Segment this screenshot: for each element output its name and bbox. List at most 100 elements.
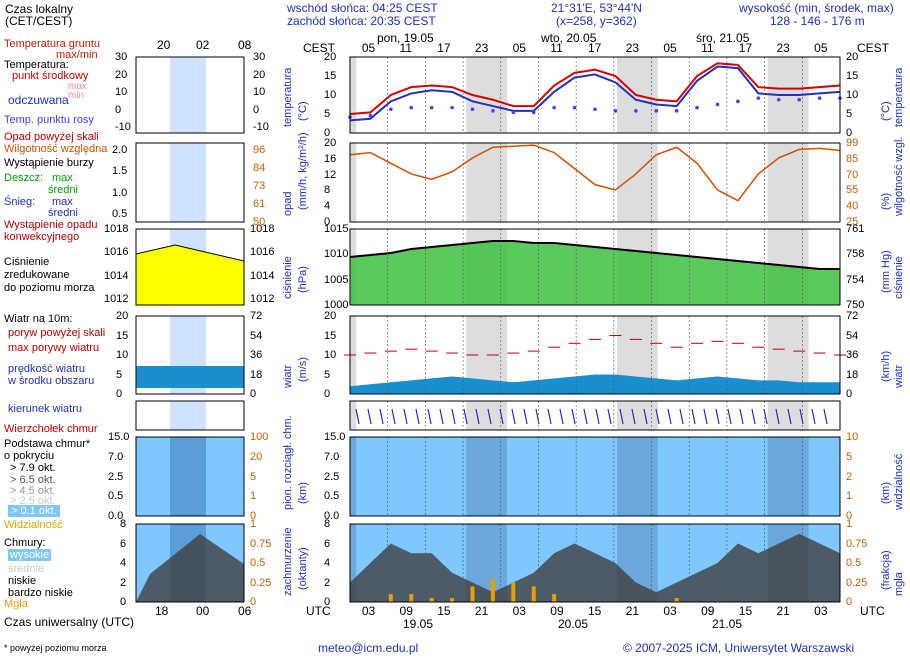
cest-label-left: CEST (303, 41, 336, 55)
legend-gust-above: poryw powyżej skali (8, 327, 106, 339)
utc-tick: 00 (196, 604, 210, 618)
tick-right-cloudbase: 0 (846, 510, 853, 522)
legend-cloud-base2: o pokryciu (4, 450, 55, 462)
dew-point (491, 109, 495, 113)
ltick: 0 (250, 596, 257, 608)
wind-arrow (619, 408, 624, 425)
legend-okt79: > 7.9 okt. (10, 462, 56, 474)
legend-mid: średnie (8, 563, 45, 575)
ltick: 1 (250, 490, 257, 503)
hour-bottom: 09 (701, 604, 715, 618)
tick-right-wind: 18 (846, 368, 859, 381)
tick-right-pressure: 758 (846, 248, 865, 261)
email-link[interactable]: meteo@icm.edu.pl (318, 641, 419, 655)
legend-wind-dir: kierunek wiatru (8, 403, 82, 415)
hour-top: 23 (474, 41, 489, 55)
hour-bottom: 15 (588, 604, 602, 618)
tick-left-wind: 15 (324, 329, 337, 342)
tick-left-cloudbase: 0.5 (324, 490, 340, 503)
night-band (616, 437, 658, 516)
legend-wind10: Wiatr na 10m: (4, 313, 73, 325)
tick-left-pressure: 1010 (324, 248, 349, 261)
night-band (350, 57, 357, 133)
legend-panel-border (135, 315, 245, 395)
ltick: 0.25 (250, 576, 272, 589)
legend-press1: Ciśnienie (4, 256, 50, 268)
ltick: 72 (250, 310, 263, 322)
wind-arrow (367, 408, 372, 425)
hour-bottom: 15 (738, 604, 753, 618)
wind-arrow (499, 408, 504, 425)
feels_like-line (349, 65, 841, 122)
legend-panel-border (135, 436, 245, 517)
ltick: 15 (116, 329, 129, 342)
wind-arrow (391, 408, 396, 425)
night-band (350, 401, 357, 430)
dew-point (776, 97, 781, 102)
ltick: 0.75 (250, 537, 272, 550)
ltick: 1018 (104, 223, 129, 235)
ylabel-cloudbase: pion. rozciągł. chm. (282, 415, 294, 510)
unit-right-wind: (km/h) (880, 350, 892, 382)
ylabel-wind: wiatr (282, 364, 294, 388)
ltick: 1.5 (112, 165, 128, 178)
panel-border-cloud (349, 523, 841, 603)
ltick: 1018 (250, 223, 275, 235)
dew-point (736, 99, 740, 104)
fog-bar (511, 582, 516, 602)
tick-left-cloud: 6 (324, 537, 331, 550)
night-band (466, 401, 508, 430)
fog-bar (531, 586, 536, 602)
utc-tick: 06 (238, 604, 252, 618)
tick-left-precip: 16 (324, 152, 337, 165)
fog-bar (388, 594, 393, 602)
legend-panel-shade (170, 143, 206, 222)
tick-right-wind: 36 (846, 349, 859, 361)
ylabel-right-pressure: ciśnienie (893, 256, 905, 299)
tick-right-cloud: 0.5 (846, 557, 862, 569)
ltick: 30 (253, 51, 266, 63)
ltick: 0 (253, 103, 260, 116)
unit-right-cloudbase: (km) (880, 482, 892, 504)
night-band (767, 143, 809, 222)
tick-right-pressure: 754 (846, 273, 865, 286)
ltick: 0.0 (108, 510, 124, 522)
dew-point (470, 107, 475, 112)
local-tick: 02 (196, 38, 210, 52)
dew-point (409, 105, 414, 110)
legend-temp-min: min (68, 90, 85, 101)
tick-right-cloudbase: 10 (846, 431, 859, 443)
ltick: 0 (116, 388, 123, 400)
tick-left-wind: 20 (324, 310, 337, 322)
utc-tick: 18 (155, 604, 169, 618)
legend-wind10-b: 10m: (48, 313, 73, 325)
ltick: -10 (115, 121, 131, 133)
hour-bottom: 09 (399, 604, 413, 618)
wind-arrow (751, 408, 756, 425)
night-band (616, 143, 658, 222)
hour-bottom: 03 (663, 604, 677, 618)
ltick: 0 (250, 388, 257, 400)
tick-right-temp: 15 (846, 70, 859, 82)
wind-arrow (487, 408, 492, 425)
unit-right-pressure: (mm Hg) (880, 250, 892, 293)
legend-vlow: bardzo niskie (8, 587, 73, 599)
fog-bar (674, 598, 679, 602)
wind-arrow (439, 408, 444, 425)
night-band (466, 143, 508, 222)
legend-panel-border (135, 400, 245, 431)
fog-bar (490, 578, 495, 602)
sunset: zachód słońca: 20:35 CEST (287, 14, 436, 28)
hour-top: 05 (814, 41, 828, 55)
tick-right-cloudbase: 2 (846, 470, 853, 483)
utc-time-label: Czas uniwersalny (UTC) (4, 615, 135, 629)
wind-arrow (763, 408, 768, 425)
legend-panel-shade (170, 437, 206, 516)
local-time-label: Czas lokalny (5, 2, 74, 16)
wind-arrow (775, 408, 780, 425)
legend-cloud-fill (136, 534, 244, 602)
ltick: 2 (120, 576, 127, 589)
altitude-values: 128 - 146 - 176 m (770, 14, 865, 28)
hour-top: 17 (437, 41, 451, 55)
cest-label-right: CEST (857, 41, 890, 55)
